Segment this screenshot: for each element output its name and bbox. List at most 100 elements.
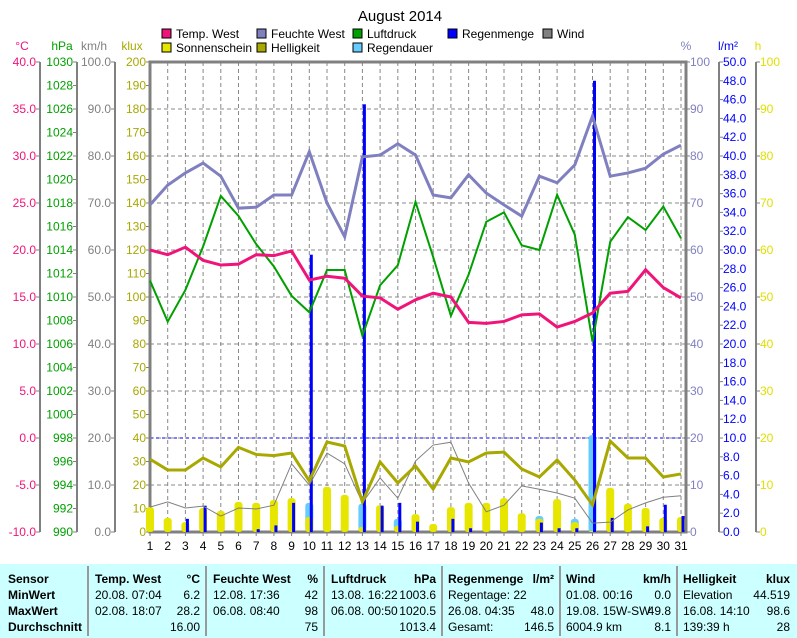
rain-tick-label: 20.0 (723, 337, 747, 351)
humidity-tick-label: 90 (690, 102, 704, 116)
sunshine-bar (323, 486, 331, 532)
rain-bar (292, 502, 296, 532)
rain-days: Regentage: 22 (448, 588, 527, 602)
legend-swatch (352, 28, 363, 39)
sunshine-bar (252, 502, 261, 532)
humidity-header: Feuchte West (213, 572, 291, 586)
bars (146, 80, 685, 533)
pressure-tick-label: 1010 (46, 290, 73, 304)
brightness-tick-label: 130 (126, 220, 146, 234)
pressure-tick-label: 998 (53, 431, 73, 445)
humidity-tick-label: 60 (690, 243, 704, 257)
avg-label: Durchschnitt (8, 620, 83, 634)
sunshine-bar (553, 499, 562, 532)
brightness-tick-label: 30 (133, 455, 147, 469)
x-tick-label: 20 (480, 539, 494, 553)
sunshine-bar (623, 503, 632, 532)
temp-axis-unit: °C (15, 39, 29, 53)
legend-label: Helligkeit (271, 41, 320, 55)
wind-tick-label: 90.0 (88, 102, 112, 116)
pressure-tick-label: 1002 (46, 384, 73, 398)
rain-bar (256, 529, 260, 532)
humidity-tick-label: 0 (690, 525, 697, 539)
x-tick-label: 30 (657, 539, 671, 553)
rain-tick-label: 16.0 (723, 375, 747, 389)
pressure-tick-label: 1004 (46, 361, 73, 375)
temperature-line (149, 245, 682, 329)
wind-tick-label: 70.0 (88, 196, 112, 210)
sunshine-bar (269, 500, 278, 532)
divider (87, 566, 89, 636)
rain-bar (451, 518, 455, 532)
rain-tick-label: 10.0 (723, 431, 747, 445)
rain-bar (416, 521, 419, 532)
pressure-tick-label: 992 (53, 502, 73, 516)
x-tick-label: 28 (621, 539, 635, 553)
statistics-table: Sensor MinWert MaxWert Durchschnitt Temp… (0, 564, 797, 638)
rain-bar (380, 505, 384, 532)
humidity-max: 98 (304, 604, 318, 618)
x-tick-label: 12 (338, 539, 352, 553)
wind-tick-label: 50.0 (88, 290, 112, 304)
elevation-value: 44.519 (753, 588, 790, 602)
brightness-tick-label: 0 (139, 525, 146, 539)
temp-header: Temp. West (95, 572, 162, 586)
sunshine-hours: 139:39 h (683, 620, 730, 634)
lines (148, 111, 682, 524)
temp-tick-label: 0.0 (19, 431, 36, 445)
pressure-header: Luftdruck (331, 572, 387, 586)
wind-tick-label: 100.0 (81, 55, 111, 69)
humidity-line (148, 111, 682, 242)
brightness-tick-label: 40 (133, 431, 147, 445)
rain-tick-label: 48.0 (723, 74, 747, 88)
brightness-tick-label: 50 (133, 408, 147, 422)
rain-tick-label: 50.0 (723, 55, 747, 69)
rain-bar (274, 525, 278, 532)
divider (323, 566, 325, 636)
rain-axis-unit: l/m² (718, 39, 738, 53)
x-tick-label: 23 (533, 539, 547, 553)
stats-col-sensor: Sensor MinWert MaxWert Durchschnitt (8, 564, 86, 638)
x-tick-label: 27 (604, 539, 618, 553)
brightness-tick-label: 10 (133, 502, 147, 516)
x-tick-label: 3 (182, 539, 189, 553)
humidity-tick-label: 10 (690, 478, 704, 492)
brightness-unit: klux (765, 572, 790, 586)
sunshine-bar (500, 498, 508, 532)
rain-tick-label: 42.0 (723, 130, 747, 144)
humidity-tick-label: 100 (690, 55, 710, 69)
pressure-unit: hPa (413, 572, 436, 586)
pressure-tick-label: 1014 (46, 243, 73, 257)
legend-label: Feuchte West (271, 27, 345, 41)
stats-col-pressure: Luftdruck hPa 13.08. 16:22 1003.6 06.08. 0… (331, 564, 436, 638)
x-tick-label: 19 (462, 539, 476, 553)
rain-tick-label: 36.0 (723, 187, 747, 201)
temp-tick-label: -5.0 (15, 478, 36, 492)
sunshine-bar (163, 517, 172, 532)
brightness-tick-label: 20 (133, 478, 147, 492)
legend-swatch (161, 42, 172, 53)
brightness-tick-label: 200 (126, 55, 146, 69)
pressure-tick-label: 1016 (46, 220, 73, 234)
brightness-tick-label: 190 (126, 79, 146, 93)
brightness-tick-label: 120 (126, 243, 146, 257)
sunshine-bar (482, 502, 491, 532)
rain-tick-label: 6.0 (723, 469, 740, 483)
temp-max: 28.2 (176, 604, 200, 618)
wind-tick-label: 30.0 (88, 384, 112, 398)
rain-tick-label: 46.0 (723, 93, 747, 107)
x-tick-label: 16 (409, 539, 423, 553)
humidity-min-time: 12.08. 17:36 (213, 588, 280, 602)
sunshine-bar (340, 494, 349, 532)
rain-tick-label: 44.0 (723, 111, 747, 125)
humidity-tick-label: 80 (690, 149, 704, 163)
wind-axis-unit: km/h (81, 39, 107, 53)
wind-tick-label: 20.0 (88, 431, 112, 445)
chart-title: August 2014 (358, 8, 442, 25)
humidity-axis-unit: % (681, 39, 692, 53)
sensor-header: Sensor (8, 572, 49, 586)
brightness-tick-label: 80 (133, 337, 147, 351)
x-tick-label: 25 (568, 539, 582, 553)
weather-chart: August 2014 Temp. West Feuchte West Luftdr… (9, 8, 781, 553)
stats-col-wind: Wind km/h 01.08. 00:16 0.0 19.08. 15W-SW 49… (566, 564, 671, 638)
